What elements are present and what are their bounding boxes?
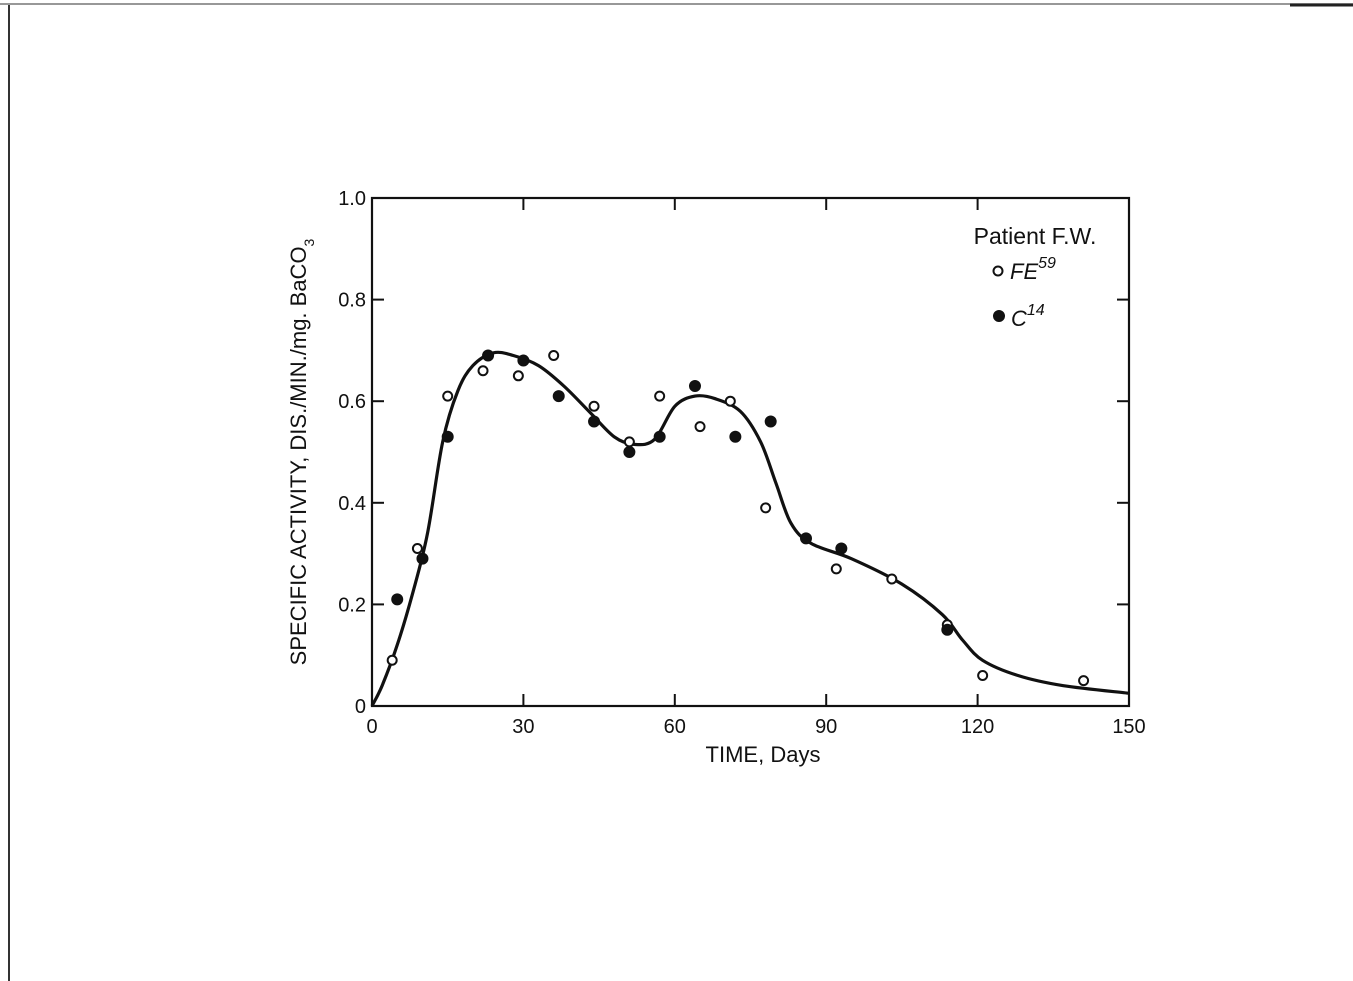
x-axis-title: TIME, Days <box>706 742 821 767</box>
y-tick-label: 0.8 <box>338 290 366 312</box>
fe59-data-point <box>411 543 423 555</box>
c14-data-point <box>764 415 777 428</box>
x-tick-label: 150 <box>1112 716 1145 738</box>
fe59-data-point <box>442 390 454 402</box>
fe59-data-point <box>760 502 772 514</box>
legend-open-circle-marker <box>992 265 1004 277</box>
c14-data-point <box>517 354 530 367</box>
legend-c14-label: C14 <box>1011 302 1045 331</box>
fe59-data-point <box>654 390 666 402</box>
c14-data-point <box>482 349 495 362</box>
plot-frame-group <box>370 196 1131 708</box>
y-tick-label: 0.4 <box>338 493 366 515</box>
c14-data-point <box>416 552 429 565</box>
c14-data-point <box>441 430 454 443</box>
data-points-group <box>386 349 1090 687</box>
y-axis-title-group: SPECIFIC ACTIVITY, DIS./MIN./mg. BaCO3 <box>286 238 317 665</box>
c14-data-point <box>552 390 565 403</box>
legend-c14-base: C <box>1011 306 1027 331</box>
fe59-data-point <box>1078 675 1090 687</box>
x-tick-label: 0 <box>366 716 377 738</box>
c14-data-point <box>729 430 742 443</box>
c14-data-point <box>391 593 404 606</box>
c14-data-point <box>941 623 954 636</box>
legend: Patient F.W. FE59 C14 <box>974 223 1097 331</box>
c14-data-point <box>688 379 701 392</box>
y-axis-title-main: SPECIFIC ACTIVITY, DIS./MIN./mg. BaCO <box>286 246 311 665</box>
x-tick-label: 60 <box>664 716 686 738</box>
fe59-data-point <box>724 395 736 407</box>
y-tick-label: 0.6 <box>338 391 366 413</box>
plot-frame <box>370 196 1131 708</box>
c14-data-point <box>835 542 848 555</box>
fe59-data-point <box>512 370 524 382</box>
c14-data-point <box>623 446 636 458</box>
c14-data-point <box>800 532 813 545</box>
c14-data-point <box>653 430 666 443</box>
legend-fe59-superscript: 59 <box>1038 255 1056 272</box>
legend-filled-circle-marker <box>993 310 1005 322</box>
x-tick-label: 30 <box>512 716 534 738</box>
legend-fe59-label: FE59 <box>1010 255 1056 284</box>
x-tick-label: 90 <box>815 716 837 738</box>
y-tick-label: 0.2 <box>338 594 366 616</box>
fe59-data-point <box>548 349 560 361</box>
fe59-data-point <box>886 573 898 585</box>
fe59-data-point <box>623 436 635 448</box>
ticks-group: 0 30 60 90 120 150 0 0.2 0.4 0.6 0.8 1.0 <box>338 188 1146 738</box>
legend-title: Patient F.W. <box>974 223 1097 249</box>
y-axis-title-subscript: 3 <box>301 238 317 246</box>
fe59-data-point <box>588 400 600 412</box>
legend-c14-superscript: 14 <box>1027 302 1045 319</box>
fe59-data-point <box>830 563 842 575</box>
fe59-data-point <box>386 654 398 666</box>
fitted-curve-group <box>370 350 1130 707</box>
legend-fe59-base: FE <box>1010 259 1038 284</box>
fe59-data-point <box>977 670 989 682</box>
y-tick-label: 0 <box>355 696 366 718</box>
y-tick-label: 1.0 <box>338 188 366 210</box>
c14-data-point <box>588 415 601 428</box>
x-tick-label: 120 <box>961 716 994 738</box>
y-axis-title: SPECIFIC ACTIVITY, DIS./MIN./mg. BaCO3 <box>286 238 317 665</box>
fitted-curve-line <box>370 350 1130 707</box>
fe59-data-point <box>694 421 706 433</box>
fe59-data-point <box>477 365 489 377</box>
